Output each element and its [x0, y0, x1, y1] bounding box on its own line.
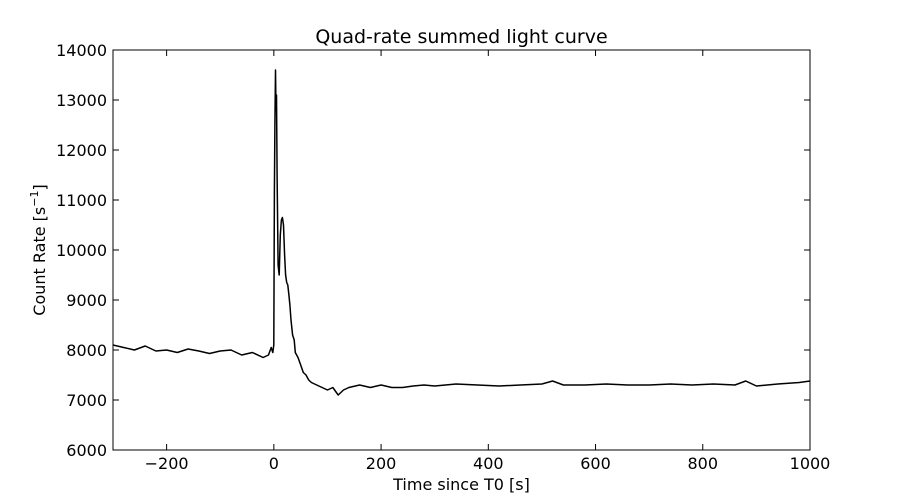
plot-area [112, 49, 811, 451]
y-tick-label: 10000 [56, 241, 107, 260]
y-tick-label: 13000 [56, 91, 107, 110]
y-axis-label-close: ] [30, 184, 49, 190]
y-tick-label: 11000 [56, 191, 107, 210]
x-tick-label: 1000 [790, 454, 831, 473]
series-line [112, 69, 811, 396]
y-axis-label: Count Rate [s−1] [28, 184, 49, 315]
x-tick-label: 400 [473, 454, 504, 473]
y-tick-label: 7000 [66, 391, 107, 410]
x-tick-label: 200 [366, 454, 397, 473]
y-axis-label-main: Count Rate [s [30, 207, 49, 316]
x-tick-label: −200 [145, 454, 189, 473]
x-tick-label: 0 [269, 454, 279, 473]
plot-frame [112, 49, 811, 451]
y-tick-label: 6000 [66, 441, 107, 460]
y-tick-label: 12000 [56, 141, 107, 160]
y-tick-label: 8000 [66, 341, 107, 360]
y-tick-label: 9000 [66, 291, 107, 310]
x-tick-label: 600 [580, 454, 611, 473]
y-axis-label-exponent: −1 [28, 191, 41, 207]
chart-title: Quad-rate summed light curve [315, 26, 607, 48]
x-tick-label: 800 [687, 454, 718, 473]
x-axis-label: Time since T0 [s] [392, 475, 530, 494]
y-tick-label: 14000 [56, 41, 107, 60]
x-axis: −200 0 200 400 600 800 1000 [145, 50, 831, 473]
y-axis: 6000 7000 8000 9000 10000 11000 12000 13000 1400… [56, 41, 810, 460]
